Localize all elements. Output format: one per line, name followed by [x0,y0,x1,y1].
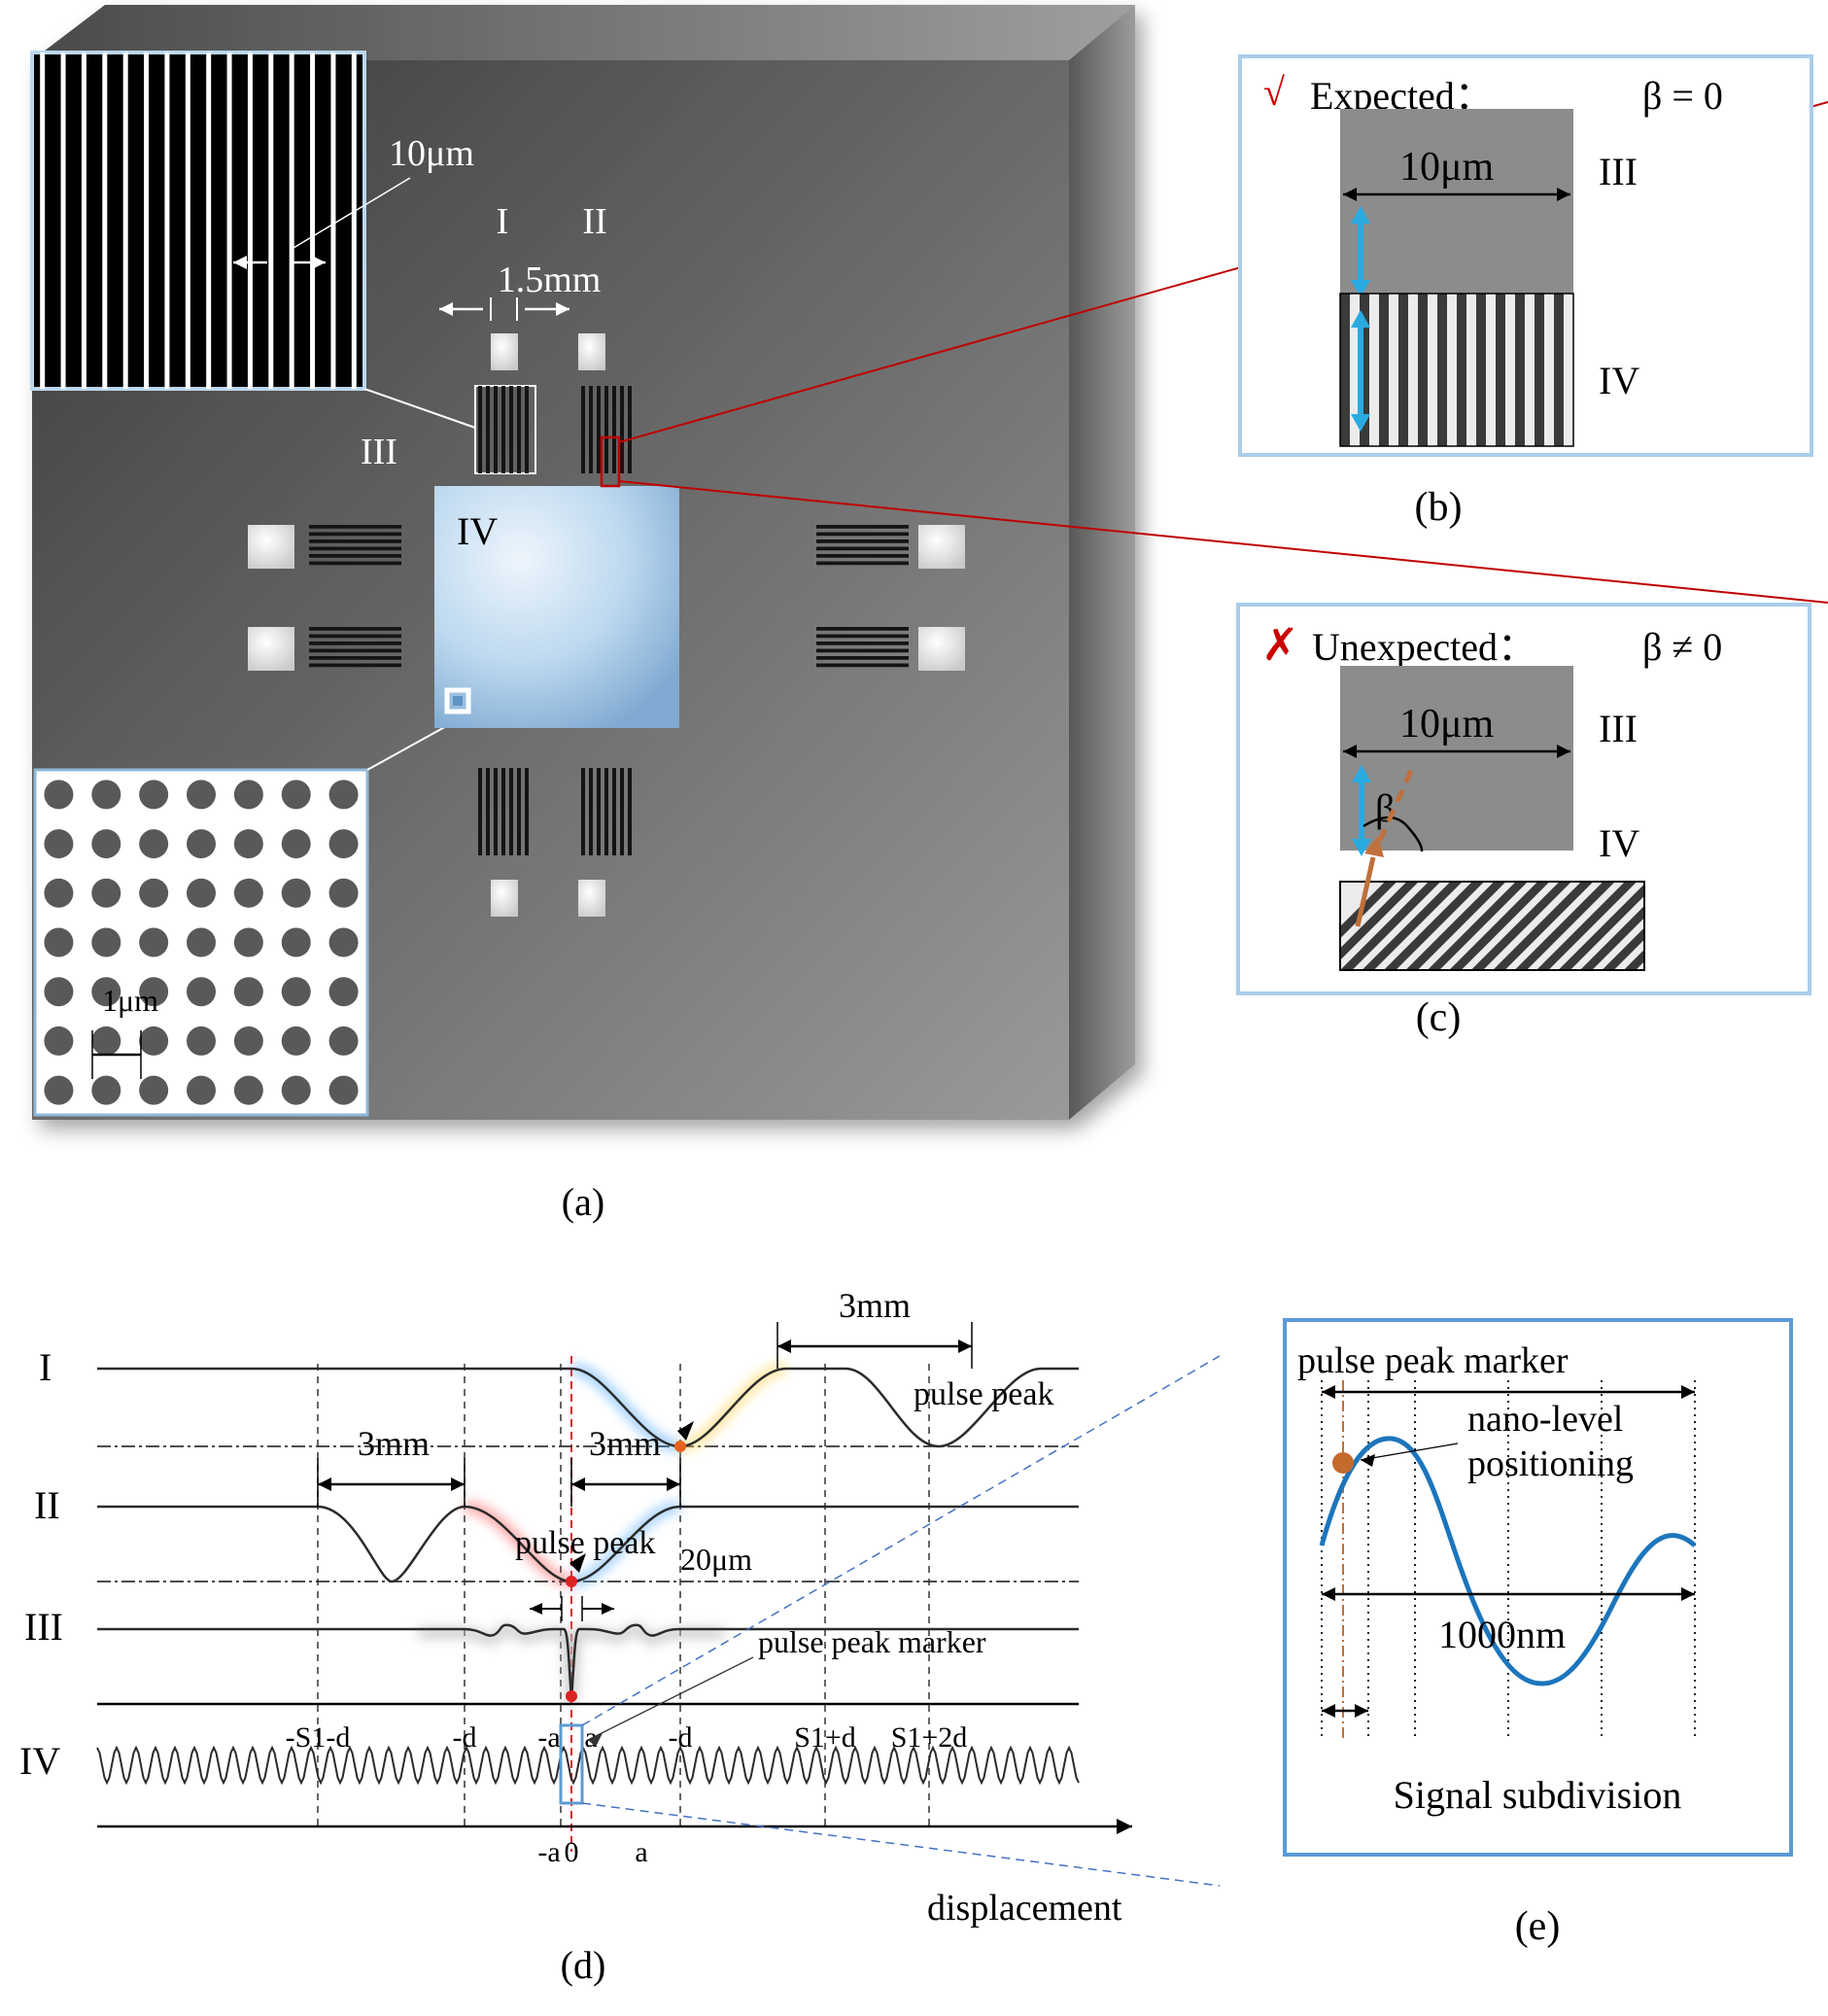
svg-text:IV: IV [19,1739,60,1783]
svg-text:-d: -d [669,1721,693,1754]
svg-text:3mm: 3mm [358,1424,430,1463]
svg-text:positioning: positioning [1467,1443,1634,1484]
svg-text:II: II [34,1483,60,1527]
svg-text:Unexpected：: Unexpected： [1312,625,1536,669]
svg-text:1000nm: 1000nm [1438,1613,1566,1656]
svg-text:pulse peak marker: pulse peak marker [1297,1340,1569,1381]
svg-text:-S1-d: -S1-d [286,1721,351,1754]
svg-text:S1+2d: S1+2d [891,1721,968,1754]
svg-text:pulse peak: pulse peak [515,1525,655,1561]
svg-text:√: √ [1263,70,1285,114]
svg-text:20μm: 20μm [680,1542,752,1577]
svg-text:(e): (e) [1515,1904,1561,1949]
svg-text:IV: IV [1599,359,1639,402]
svg-text:nano-level: nano-level [1467,1399,1623,1440]
svg-text:I: I [497,201,509,242]
svg-text:Signal subdivision: Signal subdivision [1394,1773,1682,1817]
svg-text:0: 0 [565,1836,579,1868]
svg-text:✗: ✗ [1261,620,1299,670]
svg-text:pulse peak: pulse peak [914,1376,1053,1412]
svg-text:III: III [361,432,397,472]
svg-text:I: I [39,1345,52,1389]
svg-text:(b): (b) [1415,485,1463,530]
svg-text:β ≠ 0: β ≠ 0 [1642,625,1722,669]
svg-text:displacement: displacement [927,1888,1122,1929]
svg-text:II: II [582,201,606,242]
svg-text:10μm: 10μm [389,133,474,174]
svg-text:1μm: 1μm [102,983,158,1018]
svg-text:a: a [635,1836,647,1868]
svg-text:III: III [1599,707,1638,750]
svg-text:-a: -a [537,1836,560,1868]
svg-text:10μm: 10μm [1399,702,1495,747]
svg-text:-a: -a [537,1721,560,1754]
svg-text:pulse peak marker: pulse peak marker [758,1624,986,1659]
svg-text:β: β [1375,786,1395,830]
svg-text:3mm: 3mm [589,1424,661,1463]
svg-text:S1+d: S1+d [794,1721,856,1754]
svg-text:10μm: 10μm [1399,145,1495,190]
svg-text:3mm: 3mm [839,1286,911,1325]
svg-text:1.5mm: 1.5mm [498,260,602,300]
svg-text:-d: -d [453,1721,477,1754]
svg-text:β = 0: β = 0 [1642,74,1723,118]
svg-text:III: III [1599,150,1638,193]
svg-text:III: III [24,1605,63,1649]
svg-text:(d): (d) [561,1943,606,1987]
svg-text:(a): (a) [562,1180,604,1224]
svg-text:IV: IV [1599,821,1639,865]
svg-text:(c): (c) [1416,995,1462,1040]
svg-text:IV: IV [457,509,498,553]
